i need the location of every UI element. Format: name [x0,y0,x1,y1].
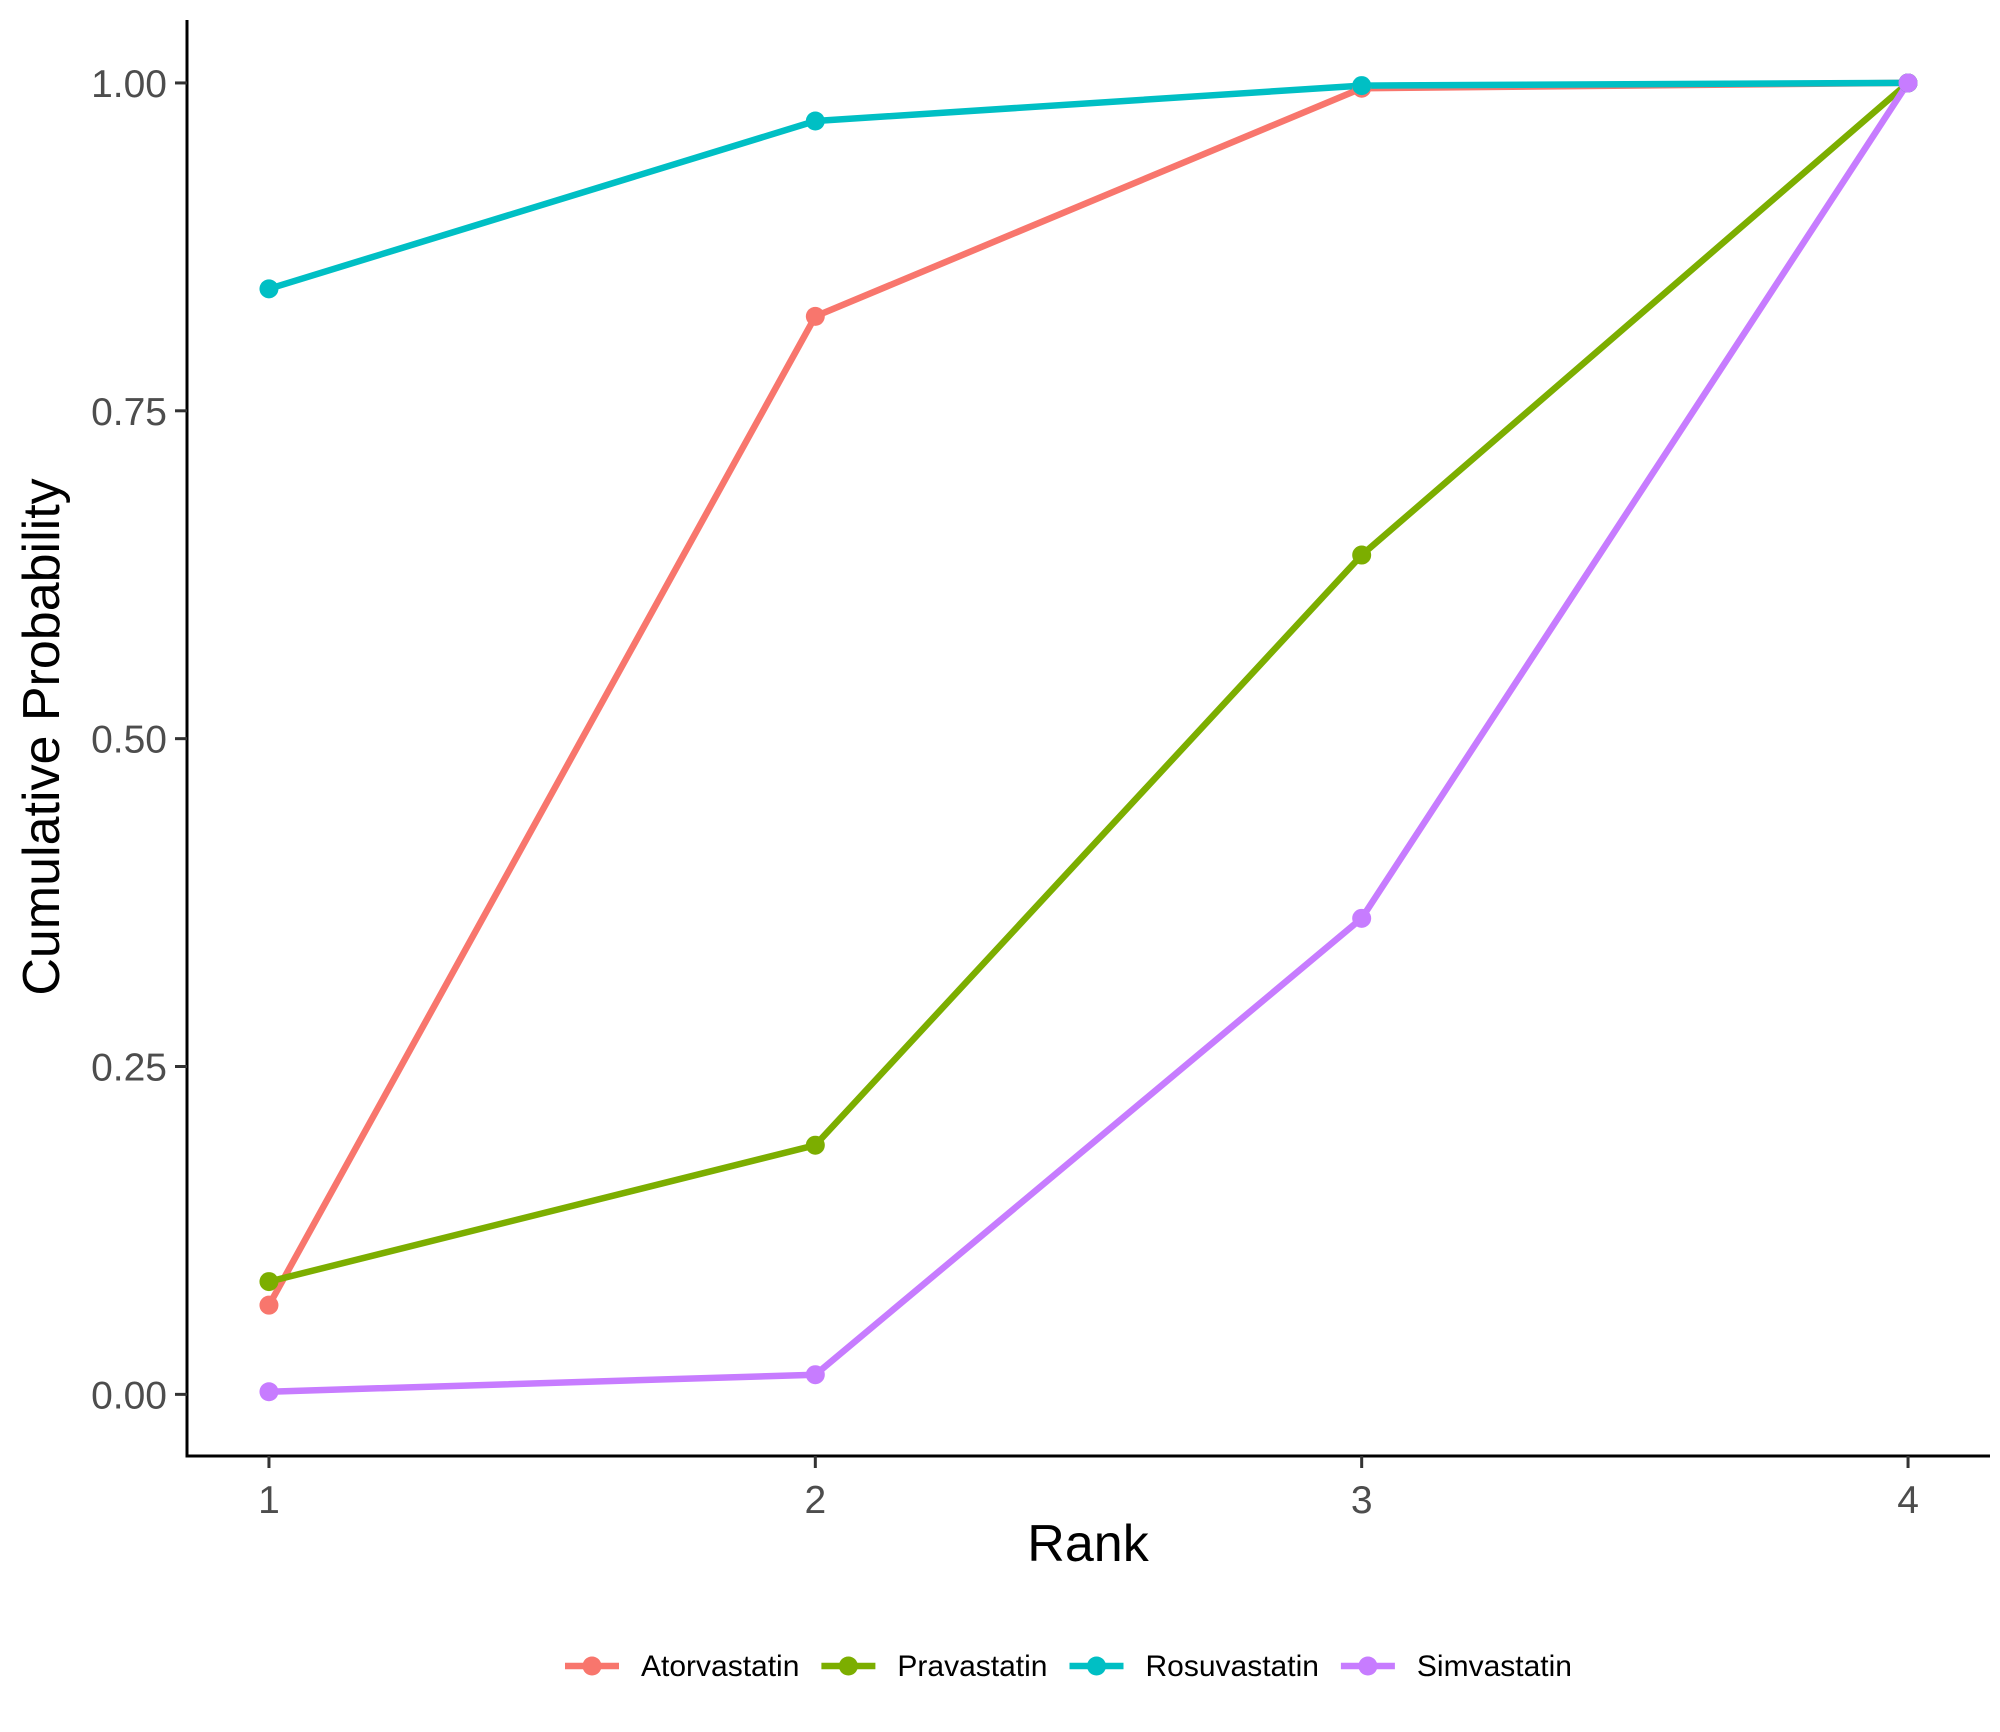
legend-item-rosuvastatin: Rosuvastatin [1069,1650,1319,1683]
y-tick-label: 1.00 [91,63,167,106]
y-tick-label: 0.50 [91,719,167,762]
data-point-rosuvastatin [259,279,279,299]
x-tick-label: 1 [258,1479,280,1522]
series-lines [266,79,1911,1395]
data-point-simvastatin [1352,908,1372,928]
axes: 0.00 0.25 0.50 0.75 1.00 1 2 3 4 [91,20,1990,1522]
legend-label: Pravastatin [897,1650,1047,1683]
x-axis-title: Rank [1027,1515,1149,1573]
series-line-simvastatin [268,81,1911,1395]
legend-label: Simvastatin [1417,1650,1572,1683]
data-point-pravastatin [259,1272,279,1292]
legend-item-atorvastatin: Atorvastatin [565,1650,799,1683]
y-tick-label: 0.25 [91,1047,167,1090]
legend-key-point [582,1656,602,1676]
data-point-atorvastatin [805,306,825,326]
x-ticks: 1 2 3 4 [258,1456,1919,1522]
data-point-pravastatin [1352,545,1372,565]
legend: Atorvastatin Pravastatin Rosuvastatin Simva… [565,1650,1572,1683]
plot-area [259,73,1918,1402]
series-line-rosuvastatin [268,79,1909,292]
legend-key-point [838,1656,858,1676]
y-axis-title: Cumulative Probability [13,478,71,995]
data-point-simvastatin [259,1382,279,1402]
legend-label: Atorvastatin [641,1650,799,1683]
legend-label: Rosuvastatin [1146,1650,1319,1683]
y-tick-label: 0.75 [91,391,167,434]
y-tick-label: 0.00 [91,1374,167,1417]
data-point-rosuvastatin [1352,76,1372,96]
x-tick-label: 3 [1351,1479,1373,1522]
legend-key-point [1087,1656,1106,1676]
data-point-simvastatin [805,1365,825,1385]
y-ticks: 0.00 0.25 0.50 0.75 1.00 [91,63,187,1417]
data-point-atorvastatin [259,1295,279,1315]
x-tick-label: 4 [1897,1479,1919,1522]
data-point-simvastatin [1898,73,1918,93]
series-line-atorvastatin [266,79,1909,1307]
x-tick-label: 2 [804,1479,826,1522]
legend-item-pravastatin: Pravastatin [821,1650,1047,1683]
data-point-rosuvastatin [805,111,825,131]
series-line-pravastatin [268,80,1911,1285]
series-points [259,73,1918,1402]
legend-item-simvastatin: Simvastatin [1340,1650,1572,1683]
data-point-pravastatin [805,1135,825,1155]
legend-key-point [1358,1656,1378,1676]
